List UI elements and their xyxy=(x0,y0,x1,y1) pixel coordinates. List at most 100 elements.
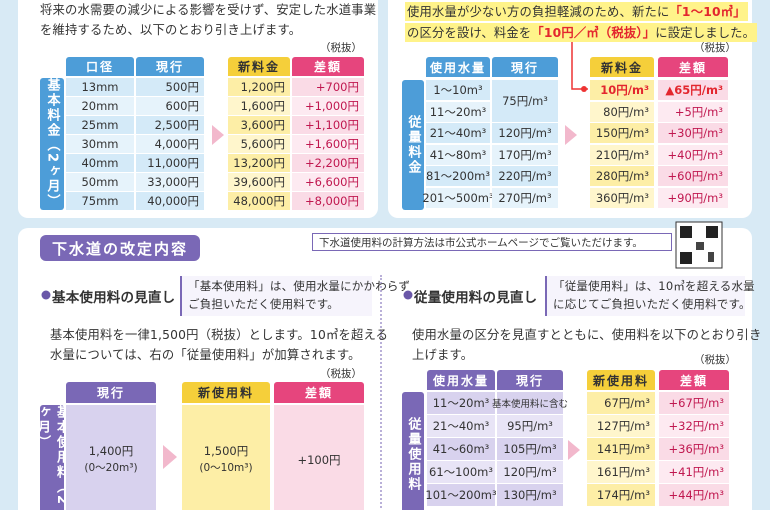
table-cell: 600円 xyxy=(136,97,204,115)
table-cell: 1,600円 xyxy=(228,97,290,115)
sewer-note: 下水道使用料の計算方法は市公式ホームページでご覧いただけます。 xyxy=(312,233,672,251)
definition-line: に応じてご負担いただく使用料です。 xyxy=(553,297,751,311)
table-cell: +2,200円 xyxy=(292,154,364,172)
arrow xyxy=(568,440,580,460)
table-cell: +6,600円 xyxy=(292,173,364,191)
table-cell: 13mm xyxy=(66,78,134,96)
table-header: 使用水量 xyxy=(426,57,490,77)
tax-note: （税抜） xyxy=(320,368,362,380)
table-cell: 170円/m³ xyxy=(492,144,558,165)
table-cell: +8,000円 xyxy=(292,192,364,210)
table-cell: +41円/m³ xyxy=(659,461,729,483)
table-cell: 11～20m³ xyxy=(427,392,495,414)
table-cell: 150円/m³ xyxy=(590,123,654,143)
bullet xyxy=(403,290,413,300)
table-cell: 280円/m³ xyxy=(590,166,654,186)
table-cell: 13,200円 xyxy=(228,154,290,172)
table-header: 差額 xyxy=(274,382,364,403)
pointer-dot xyxy=(581,86,587,92)
table-cell: 161円/m³ xyxy=(587,461,655,483)
table-cell: +44円/m³ xyxy=(659,484,729,506)
body-line: 基本使用料を一律1,500円（税抜）とします。10㎥を超える xyxy=(50,328,389,342)
text: 使用水量が少ない方の負担軽減のため、新たに xyxy=(407,5,670,19)
table-cell: 1～10m³ xyxy=(426,80,490,100)
emphasis: 「1～10㎥」 xyxy=(669,5,746,19)
table-cell: ▲65円/m³ xyxy=(658,80,728,100)
table-cell: 360円/m³ xyxy=(590,187,654,208)
table-header: 現行 xyxy=(66,382,156,403)
table-cell: 11,000円 xyxy=(136,154,204,172)
table-cell: 210円/m³ xyxy=(590,144,654,165)
table-header: 新料金 xyxy=(590,57,654,77)
table-cell: 75mm xyxy=(66,192,134,210)
table-header: 現行 xyxy=(136,57,204,76)
table-cell: 105円/m³ xyxy=(497,438,563,460)
table-cell: +60円/m³ xyxy=(658,166,728,186)
table-cell: 270円/m³ xyxy=(492,187,558,208)
table-cell: 基本使用料に含む xyxy=(492,392,568,414)
table-header: 新料金 xyxy=(228,57,290,76)
table-header: 口径 xyxy=(66,57,134,76)
table-header: 現行 xyxy=(492,57,558,77)
table-cell: 1,500円 (0～10m³) xyxy=(182,405,270,510)
amount: 1,500円 xyxy=(203,444,249,458)
intro-line: 将来の水需要の減少による影響を受けず、安定した水道事業 xyxy=(40,3,377,17)
side-label: 従量料金 xyxy=(402,80,424,210)
tax-note: （税抜） xyxy=(694,42,736,54)
table-cell: 11～20m³ xyxy=(426,101,490,122)
section-title: 下水道の改定内容 xyxy=(40,235,200,261)
table-cell: 127円/m³ xyxy=(587,415,655,437)
definition-line: ご負担いただく使用料です。 xyxy=(188,297,339,311)
divider xyxy=(380,275,382,510)
intro-line: 使用水量が少ない方の負担軽減のため、新たに「1～10㎥」 xyxy=(405,2,748,21)
table-cell: 1,200円 xyxy=(228,78,290,96)
table-cell: +40円/m³ xyxy=(658,144,728,165)
table-cell: +1,600円 xyxy=(292,135,364,153)
side-label: 基本料金（2ヶ月） xyxy=(40,78,64,210)
table-cell: 40mm xyxy=(66,154,134,172)
table-cell: 1,400円 (0～20m³) xyxy=(66,405,156,510)
table-header: 新使用料 xyxy=(587,370,655,390)
side-label: 基本使用料（2ヶ月） xyxy=(35,405,69,510)
table-cell: 30mm xyxy=(66,135,134,153)
table-cell: +5円/m³ xyxy=(658,101,728,122)
table-cell: 130円/m³ xyxy=(497,484,563,506)
table-cell: 141円/m³ xyxy=(587,438,655,460)
table-cell: 3,600円 xyxy=(228,116,290,134)
table-cell: +67円/m³ xyxy=(659,392,729,414)
text: の区分を設け、料金を xyxy=(407,26,532,40)
table-cell: 41～80m³ xyxy=(426,144,490,165)
arrow xyxy=(565,125,577,145)
body-line: 水量については、右の「従量使用料」が加算されます。 xyxy=(50,348,361,362)
table-header: 差額 xyxy=(658,57,728,77)
table-cell: 39,600円 xyxy=(228,173,290,191)
table-cell: 21～40m³ xyxy=(427,415,495,437)
emphasis: 「10円／㎥（税抜）」 xyxy=(531,26,656,40)
table-cell: 500円 xyxy=(136,78,204,96)
table-header: 新使用料 xyxy=(182,382,270,403)
table-header: 差額 xyxy=(292,57,364,76)
intro-line: の区分を設け、料金を「10円／㎥（税抜）」に設定しました。 xyxy=(405,23,758,42)
table-cell: +30円/m³ xyxy=(658,123,728,143)
definition-line: 「従量使用料」は、10㎥を超える水量 xyxy=(553,279,755,293)
table-cell: 48,000円 xyxy=(228,192,290,210)
range: (0～20m³) xyxy=(84,462,138,474)
table-cell: 61～100m³ xyxy=(427,461,495,483)
table-cell: 20mm xyxy=(66,97,134,115)
qr-finder xyxy=(680,226,692,238)
tax-note: （税抜） xyxy=(320,42,362,54)
range: (0～10m³) xyxy=(199,462,253,474)
table-cell: 5,600円 xyxy=(228,135,290,153)
table-header: 差額 xyxy=(659,370,729,390)
text: に設定しました。 xyxy=(655,26,756,40)
bullet xyxy=(41,290,51,300)
qr-finder xyxy=(680,252,692,264)
table-cell: 2,500円 xyxy=(136,116,204,134)
side-label: 従量使用料 xyxy=(402,392,424,510)
tax-note: （税抜） xyxy=(694,354,736,366)
table-header: 現行 xyxy=(497,370,563,390)
table-cell: +1,100円 xyxy=(292,116,364,134)
table-cell: 67円/m³ xyxy=(587,392,655,414)
